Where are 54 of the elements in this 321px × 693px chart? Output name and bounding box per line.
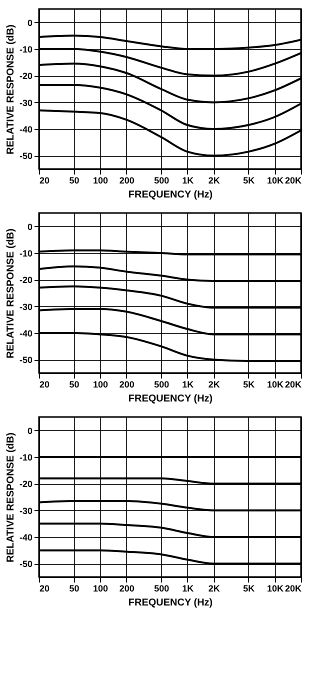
x-tick-label: 100 <box>93 380 108 390</box>
y-tick-label: -20 <box>19 479 32 490</box>
x-tick-label: 20K <box>284 176 302 186</box>
x-tick-label: 20K <box>284 584 302 594</box>
x-axis-title: FREQUENCY (Hz) <box>128 598 213 608</box>
y-tick-label: -50 <box>19 559 32 570</box>
x-tick-label: 2K <box>208 584 220 594</box>
y-axis-title: RELATIVE RESPONSE (dB) <box>5 432 16 562</box>
y-tick-label: -30 <box>19 98 32 108</box>
y-tick-label: -20 <box>19 275 32 286</box>
y-tick-label: -40 <box>19 328 32 338</box>
x-tick-label: 20 <box>40 380 50 390</box>
y-tick-label: 0 <box>27 426 32 436</box>
y-tick-label: -50 <box>19 355 32 366</box>
y-tick-label: -30 <box>19 506 32 516</box>
x-tick-label: 1K <box>182 176 194 186</box>
x-tick-label: 50 <box>69 176 80 186</box>
x-tick-label: 100 <box>93 584 108 594</box>
y-axis-title: RELATIVE RESPONSE (dB) <box>5 24 16 154</box>
y-axis-title: RELATIVE RESPONSE (dB) <box>5 228 16 358</box>
y-tick-label: -10 <box>19 44 32 54</box>
x-tick-label: 500 <box>154 584 170 594</box>
x-tick-label: 50 <box>69 380 80 390</box>
x-tick-label: 50 <box>69 584 80 594</box>
x-axis-title: FREQUENCY (Hz) <box>128 394 213 404</box>
x-tick-label: 20 <box>40 584 50 594</box>
y-tick-label: -10 <box>19 452 32 462</box>
y-tick-label: -40 <box>19 124 32 134</box>
y-tick-label: 0 <box>27 222 32 232</box>
y-tick-label: -30 <box>19 302 32 312</box>
x-axis-title: FREQUENCY (Hz) <box>128 190 213 200</box>
x-tick-label: 2K <box>208 380 220 390</box>
x-tick-label: 10K <box>266 584 284 594</box>
x-tick-label: 20 <box>40 176 50 186</box>
x-tick-label: 1K <box>182 380 194 390</box>
x-tick-label: 2K <box>208 176 220 186</box>
y-tick-label: -20 <box>19 71 32 82</box>
x-tick-label: 5K <box>243 380 256 390</box>
x-tick-label: 200 <box>119 584 134 594</box>
x-tick-label: 500 <box>154 176 170 186</box>
x-tick-label: 10K <box>266 176 284 186</box>
x-tick-label: 200 <box>119 380 134 390</box>
x-tick-label: 5K <box>243 584 256 594</box>
x-tick-label: 100 <box>93 176 108 186</box>
y-tick-label: -40 <box>19 532 32 542</box>
x-tick-label: 20K <box>284 380 302 390</box>
x-tick-label: 1K <box>182 584 194 594</box>
y-tick-label: -50 <box>19 151 32 162</box>
y-tick-label: -10 <box>19 248 32 258</box>
x-tick-label: 5K <box>243 176 256 186</box>
x-tick-label: 200 <box>119 176 134 186</box>
x-tick-label: 500 <box>154 380 170 390</box>
x-tick-label: 10K <box>266 380 284 390</box>
y-tick-label: 0 <box>27 18 32 28</box>
